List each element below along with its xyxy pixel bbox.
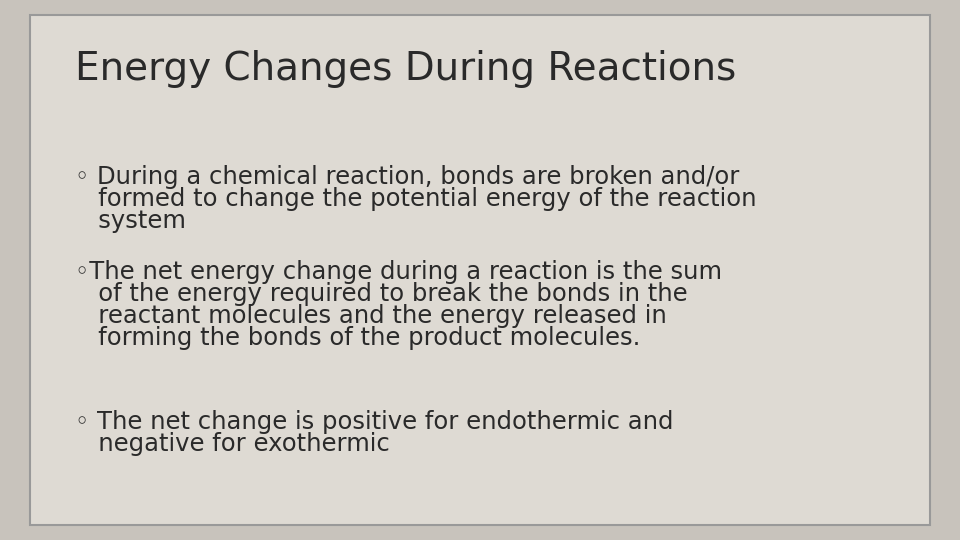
Text: ◦The net energy change during a reaction is the sum: ◦The net energy change during a reaction… (75, 260, 722, 284)
Text: system: system (75, 209, 186, 233)
Text: ◦ During a chemical reaction, bonds are broken and/or: ◦ During a chemical reaction, bonds are … (75, 165, 739, 189)
Text: reactant molecules and the energy released in: reactant molecules and the energy releas… (75, 304, 667, 328)
Text: forming the bonds of the product molecules.: forming the bonds of the product molecul… (75, 326, 640, 350)
Text: of the energy required to break the bonds in the: of the energy required to break the bond… (75, 282, 687, 306)
Text: formed to change the potential energy of the reaction: formed to change the potential energy of… (75, 187, 756, 211)
Text: Energy Changes During Reactions: Energy Changes During Reactions (75, 50, 736, 88)
FancyBboxPatch shape (30, 15, 930, 525)
Text: negative for exothermic: negative for exothermic (75, 432, 390, 456)
Text: ◦ The net change is positive for endothermic and: ◦ The net change is positive for endothe… (75, 410, 674, 434)
